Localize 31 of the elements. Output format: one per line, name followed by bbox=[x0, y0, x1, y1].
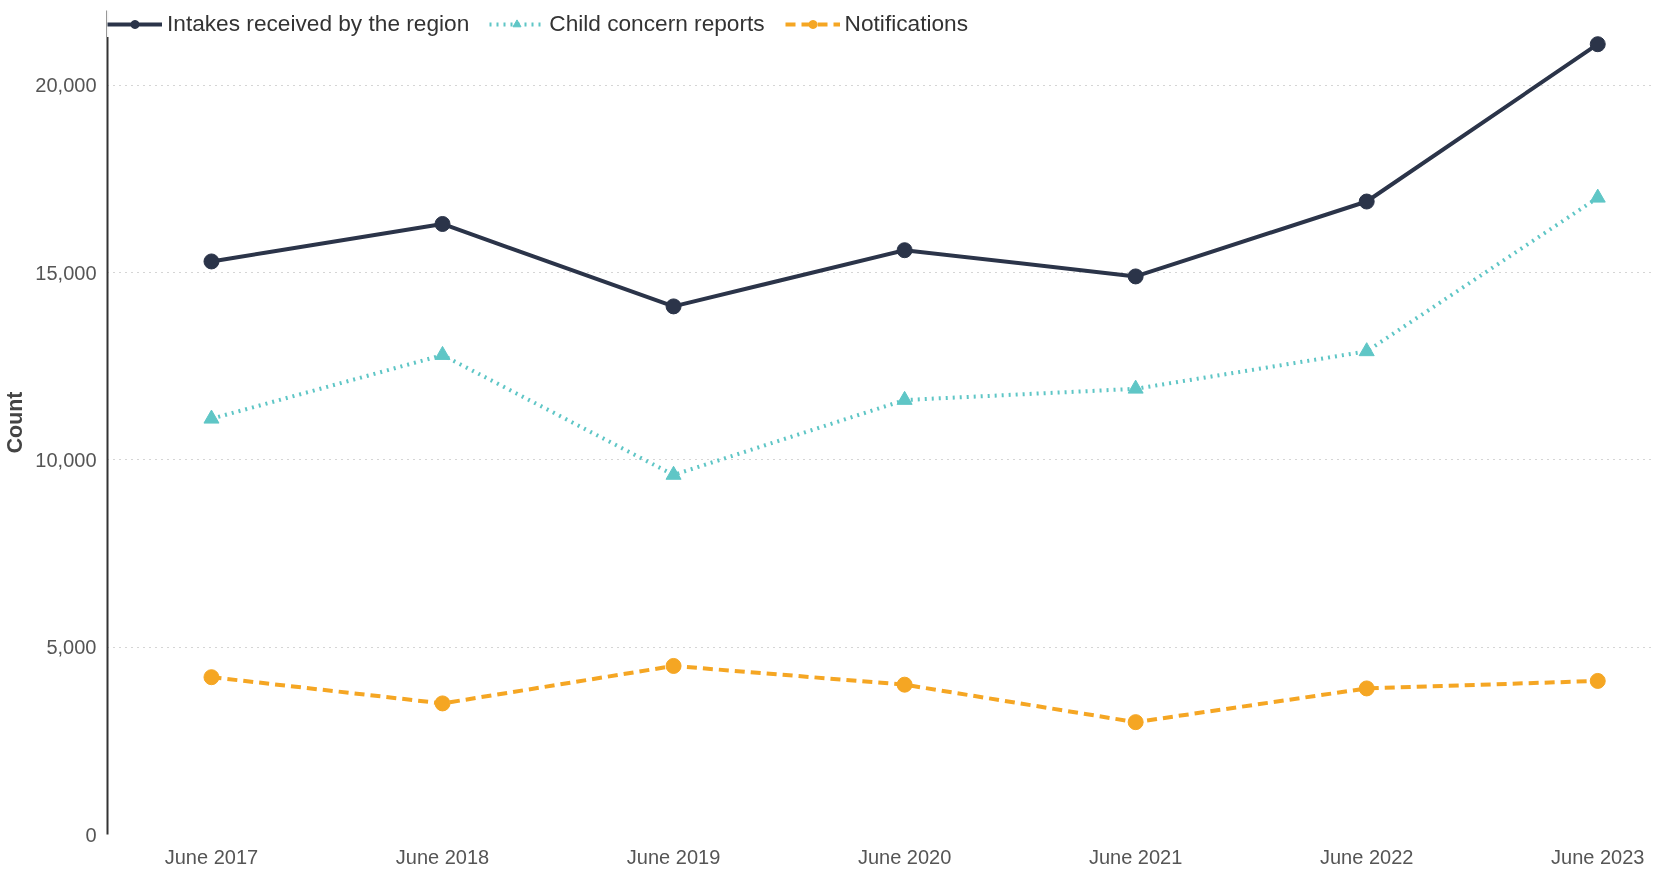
y-tick-label: 20,000 bbox=[35, 74, 97, 97]
x-tick-label: June 2017 bbox=[164, 845, 259, 868]
point bbox=[1589, 36, 1606, 53]
x-tick-label: June 2021 bbox=[1088, 845, 1183, 868]
point bbox=[665, 657, 682, 674]
y-tick-label: 10,000 bbox=[35, 448, 97, 471]
y-tick-label: 0 bbox=[85, 823, 97, 846]
legend-label: Child concern reports bbox=[549, 10, 765, 37]
legend-label: Notifications bbox=[844, 10, 969, 37]
x-tick-label: June 2023 bbox=[1551, 845, 1645, 868]
legend-label: Intakes received by the region bbox=[167, 10, 470, 37]
point bbox=[1127, 714, 1144, 731]
point bbox=[665, 298, 682, 315]
point bbox=[1127, 268, 1144, 285]
x-tick-label: June 2020 bbox=[857, 845, 952, 868]
point bbox=[203, 253, 220, 270]
point bbox=[896, 676, 913, 693]
point bbox=[1358, 193, 1375, 210]
point bbox=[1358, 680, 1375, 697]
y-tick-label: 15,000 bbox=[35, 261, 97, 284]
point bbox=[1358, 342, 1375, 357]
y-tick-label: 5,000 bbox=[46, 636, 97, 659]
x-tick-label: June 2022 bbox=[1319, 845, 1414, 868]
x-tick-label: June 2019 bbox=[626, 845, 721, 868]
x-tick-label: June 2018 bbox=[395, 845, 490, 868]
point bbox=[896, 242, 913, 259]
y-axis-title: Count bbox=[3, 391, 28, 454]
point bbox=[434, 695, 451, 712]
point bbox=[203, 669, 220, 686]
point bbox=[434, 216, 451, 232]
point bbox=[1589, 672, 1606, 689]
